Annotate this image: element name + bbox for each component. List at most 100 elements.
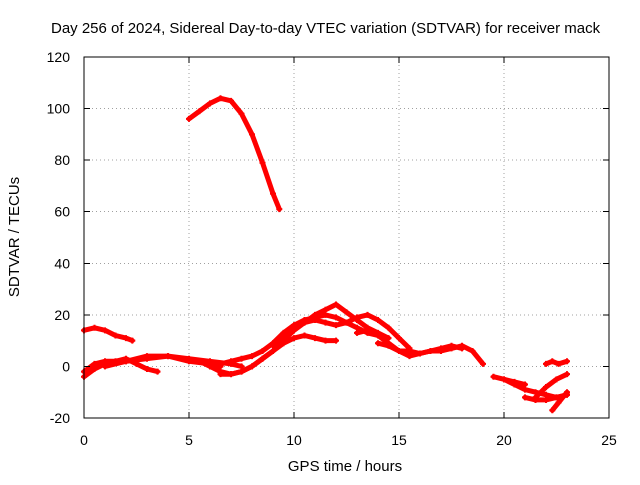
data-point (249, 131, 255, 138)
data-point (280, 332, 287, 339)
data-point (291, 324, 297, 331)
data-point (186, 115, 192, 122)
data-point (564, 389, 570, 396)
data-point (129, 337, 136, 344)
data-point (322, 337, 329, 344)
grid-layer (84, 57, 609, 418)
data-point (228, 358, 234, 365)
data-point (322, 306, 329, 313)
data-point (207, 363, 213, 370)
series-line (186, 95, 282, 212)
data-point (364, 327, 371, 334)
tick-layer (83, 56, 610, 419)
series-arc-late-a (354, 327, 486, 367)
data-point (270, 342, 276, 349)
data-point (102, 363, 108, 370)
data-point (354, 329, 360, 336)
data-point (186, 355, 192, 362)
data-point (501, 376, 507, 383)
data-point (459, 345, 465, 352)
y-tick-label: 60 (54, 204, 70, 220)
data-point (238, 355, 245, 362)
data-point (259, 159, 266, 166)
data-point (490, 373, 497, 380)
data-point (276, 206, 283, 213)
data-point (217, 371, 224, 378)
data-point (312, 317, 318, 324)
data-point (406, 353, 413, 360)
data-point (375, 332, 381, 339)
data-point (543, 360, 549, 367)
data-point (555, 399, 562, 406)
data-point (123, 335, 129, 342)
series-arc-late-e (522, 391, 570, 403)
data-point (396, 347, 402, 354)
series-layer (81, 95, 570, 414)
series-arc-high (186, 95, 283, 213)
data-point (207, 100, 213, 107)
data-point (322, 311, 329, 318)
data-point (91, 324, 98, 331)
data-point (553, 394, 560, 401)
data-point (322, 319, 329, 326)
y-axis-label: SDTVAR / TECUs (6, 177, 23, 297)
data-point (207, 358, 213, 365)
series-arc-mid-d (270, 311, 413, 352)
data-point (280, 340, 287, 347)
series-arc-late-b (375, 340, 465, 357)
data-point (511, 381, 518, 388)
y-tick-label: -20 (50, 410, 70, 426)
data-point (543, 396, 549, 403)
data-point (406, 347, 413, 354)
x-tick-label: 20 (496, 432, 512, 448)
series-arc-late-g (532, 371, 570, 401)
data-point (301, 332, 308, 339)
tick-label-layer: 0 5 10 15 20 25 -20 0 20 40 60 80 100 120 (47, 49, 617, 448)
data-point (427, 347, 434, 354)
data-point (385, 324, 392, 331)
data-point (396, 335, 402, 342)
data-point (102, 327, 108, 334)
data-point (564, 371, 570, 378)
data-point (91, 366, 98, 373)
series-arc-late-h (543, 358, 570, 367)
y-tick-label: 100 (47, 101, 71, 117)
data-point (112, 332, 119, 339)
y-tick-label: 120 (47, 49, 71, 65)
data-point (354, 314, 360, 321)
data-point (228, 371, 234, 378)
data-point (259, 355, 266, 362)
y-tick-label: 40 (54, 255, 70, 271)
data-point (553, 376, 560, 383)
x-tick-label: 10 (286, 432, 302, 448)
data-point (343, 319, 350, 326)
data-point (549, 407, 556, 414)
chart-title: Day 256 of 2024, Sidereal Day-to-day VTE… (51, 20, 601, 37)
data-point (543, 384, 549, 391)
y-tick-label: 0 (62, 358, 70, 374)
series-line (543, 358, 570, 367)
data-point (217, 360, 224, 367)
data-point (375, 317, 381, 324)
data-point (259, 347, 266, 354)
data-point (417, 350, 423, 357)
data-point (312, 335, 318, 342)
data-point (354, 324, 360, 331)
data-point (480, 360, 486, 367)
data-point (469, 347, 476, 354)
data-point (549, 358, 556, 365)
data-point (522, 381, 528, 388)
data-point (196, 108, 203, 115)
data-point (217, 95, 224, 102)
data-point (385, 342, 392, 349)
data-point (238, 363, 245, 370)
x-tick-label: 5 (185, 432, 193, 448)
data-point (385, 335, 392, 342)
data-point (301, 319, 308, 326)
y-tick-label: 80 (54, 152, 70, 168)
data-point (238, 368, 245, 375)
data-point (123, 358, 129, 365)
series-line (533, 371, 570, 400)
data-point (291, 335, 297, 342)
